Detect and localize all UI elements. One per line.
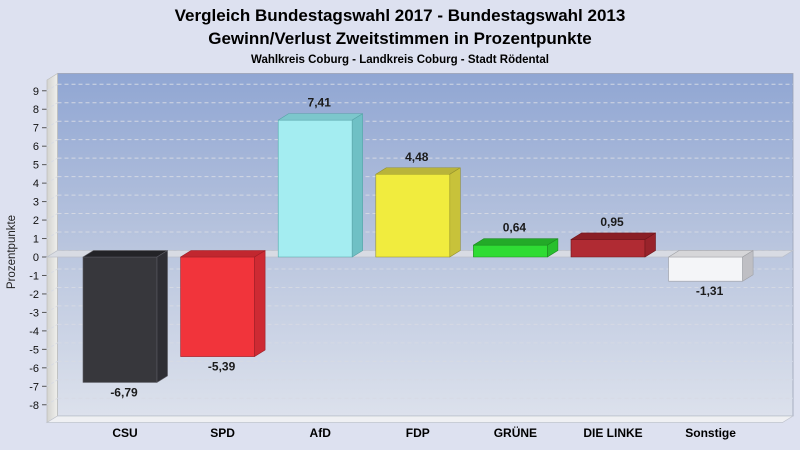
category-label: Sonstige	[685, 426, 736, 440]
bar-Sonstige: -1,31 Sonstige	[668, 250, 754, 440]
svg-text:5: 5	[33, 160, 39, 172]
svg-text:4: 4	[33, 178, 39, 190]
svg-text:-8: -8	[29, 400, 39, 412]
svg-text:-6: -6	[29, 363, 39, 375]
svg-text:7: 7	[33, 123, 39, 135]
y-axis-title: Prozentpunkte	[6, 215, 18, 289]
value-label: -5,39	[208, 360, 236, 374]
category-label: FDP	[406, 426, 430, 440]
bar-AfD: 7,41 AfD	[277, 96, 364, 440]
svg-text:-5: -5	[29, 344, 39, 356]
svg-text:2: 2	[33, 215, 39, 227]
category-label: SPD	[210, 426, 235, 440]
chart-subtitle: Wahlkreis Coburg - Landkreis Coburg - St…	[251, 54, 549, 66]
bar-FDP: 4,48 FDP	[375, 150, 461, 440]
svg-text:6: 6	[33, 141, 39, 153]
bar-CSU: -6,79 CSU	[82, 250, 168, 440]
bar-DIE LINKE: 0,95 DIE LINKE	[570, 215, 656, 440]
value-label: 4,48	[405, 150, 429, 164]
value-label: 0,95	[600, 215, 624, 229]
category-label: GRÜNE	[494, 425, 537, 440]
bar-GRÜNE: 0,64 GRÜNE	[473, 221, 559, 440]
svg-text:8: 8	[33, 104, 39, 116]
svg-text:-4: -4	[29, 326, 39, 338]
category-label: AfD	[310, 426, 332, 440]
svg-text:-3: -3	[29, 307, 39, 319]
svg-text:-1: -1	[29, 270, 39, 282]
plot-left-wall	[46, 72, 58, 424]
category-label: DIE LINKE	[583, 426, 642, 440]
svg-text:-7: -7	[29, 381, 39, 393]
value-label: 7,41	[308, 96, 332, 110]
svg-text:1: 1	[33, 234, 39, 246]
svg-text:9: 9	[33, 86, 39, 98]
svg-text:0: 0	[33, 252, 39, 264]
svg-text:-2: -2	[29, 289, 39, 301]
value-label: -1,31	[696, 284, 724, 298]
page-title-line1: Vergleich Bundestagswahl 2017 - Bundesta…	[174, 6, 626, 25]
category-label: CSU	[112, 426, 137, 440]
bar-SPD: -5,39 SPD	[180, 250, 266, 440]
plot-floor	[45, 415, 795, 423]
value-label: 0,64	[503, 221, 527, 235]
y-axis: -8 -7 -6 -5 -4 -3 -2 -1 0 1 2 3 4 5 6 7 8 9	[29, 86, 47, 412]
value-label: -6,79	[110, 385, 138, 399]
page-title-line2: Gewinn/Verlust Zweitstimmen in Prozentpu…	[208, 29, 592, 48]
svg-text:3: 3	[33, 197, 39, 209]
